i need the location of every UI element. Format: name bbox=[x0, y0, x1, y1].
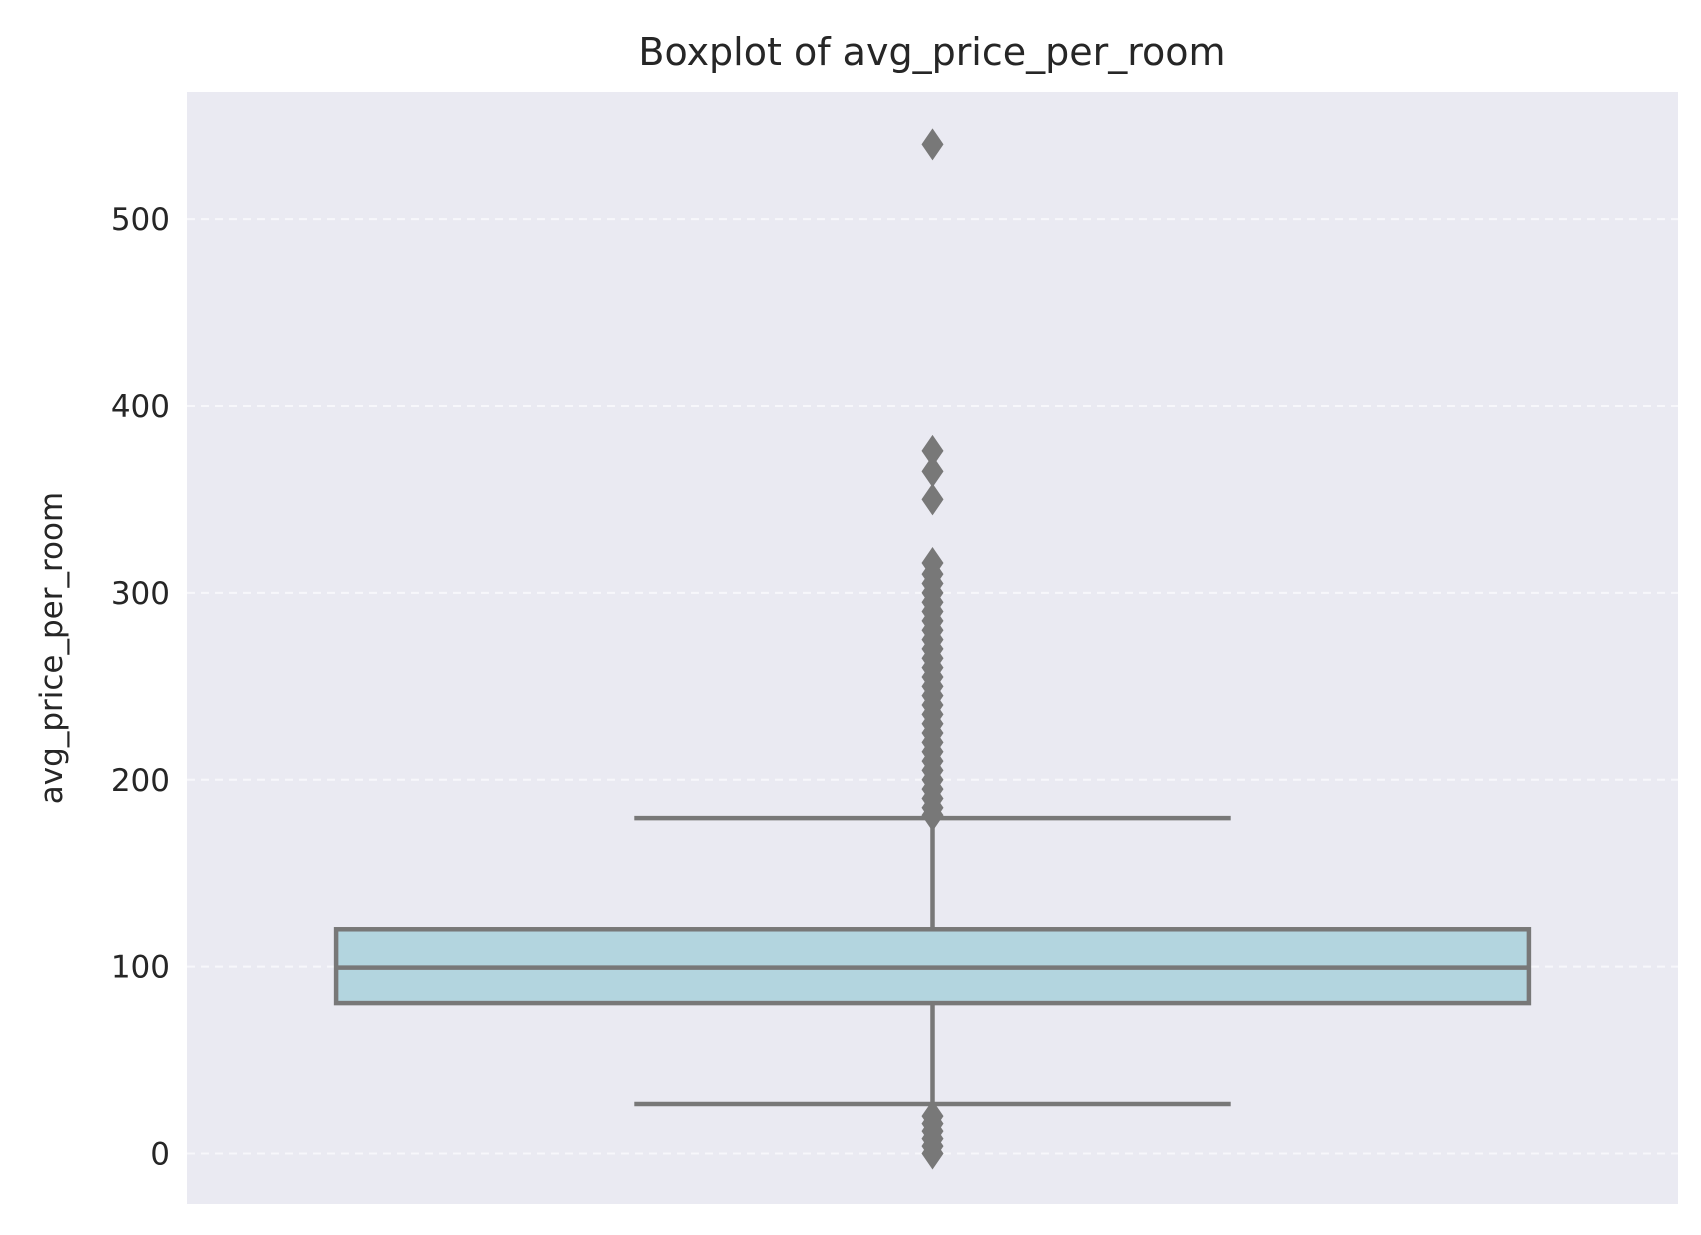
y-axis-label: avg_price_per_room bbox=[34, 492, 70, 804]
outlier-point bbox=[921, 799, 944, 832]
outlier-point bbox=[921, 128, 944, 161]
box bbox=[333, 927, 1532, 1006]
outlier-point bbox=[921, 434, 944, 467]
y-tick-label: 100 bbox=[111, 950, 170, 986]
outlier-point bbox=[921, 483, 944, 516]
y-tick-label: 300 bbox=[111, 576, 170, 612]
chart-title: Boxplot of avg_price_per_room bbox=[638, 30, 1225, 74]
y-tick-label: 500 bbox=[111, 202, 170, 238]
y-tick-label: 200 bbox=[111, 763, 170, 799]
outlier-point bbox=[921, 1137, 944, 1170]
outlier-point bbox=[921, 455, 944, 488]
outliers bbox=[921, 128, 944, 1170]
y-tick-label: 400 bbox=[111, 389, 170, 425]
y-tick-labels: 0 100 200 300 400 500 bbox=[111, 202, 170, 1172]
y-tick-label: 0 bbox=[150, 1137, 170, 1173]
